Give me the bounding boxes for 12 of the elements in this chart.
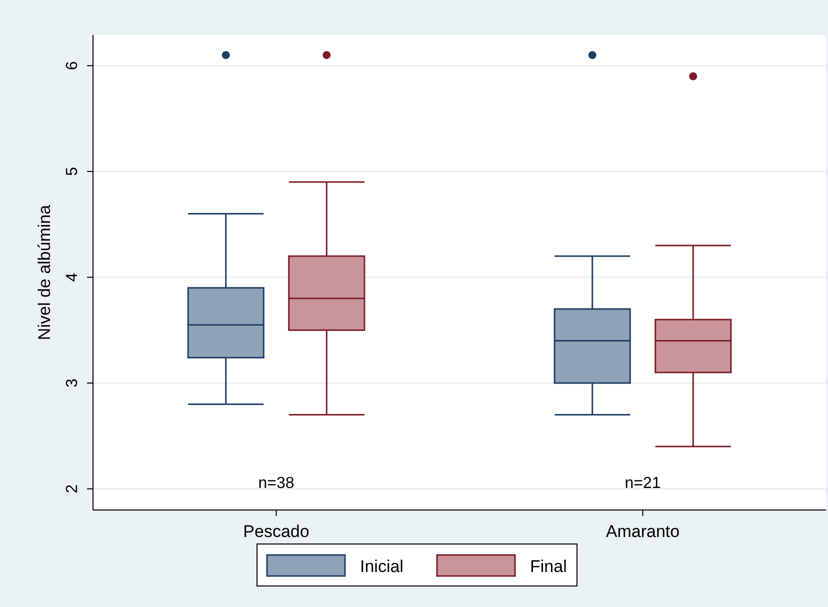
- y-tick-label: 6: [64, 61, 81, 70]
- x-tick-label: Pescado: [243, 522, 310, 541]
- y-tick-label: 2: [64, 484, 81, 494]
- annotation: n=38: [258, 475, 294, 492]
- legend-label: Final: [530, 557, 567, 576]
- x-tick-label: Amaranto: [606, 522, 680, 541]
- annotation: n=21: [624, 475, 661, 492]
- y-tick-label: 3: [64, 378, 81, 388]
- y-tick-label: 4: [64, 272, 81, 282]
- y-axis-title: Nivel de albúmina: [35, 204, 54, 340]
- legend-label: Inicial: [360, 557, 404, 576]
- y-tick-label: 5: [64, 166, 81, 176]
